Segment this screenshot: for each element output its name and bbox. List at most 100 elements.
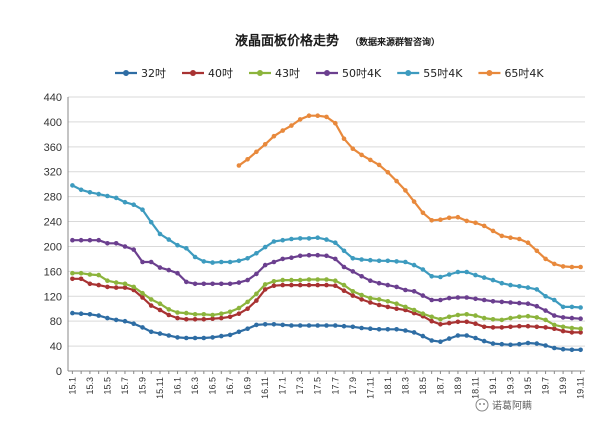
x-tick-label: 16.9 (243, 377, 253, 395)
data-point (525, 240, 531, 245)
data-point (175, 270, 180, 276)
data-point (219, 259, 224, 265)
data-point (438, 322, 443, 327)
data-point (333, 240, 338, 245)
data-point (438, 297, 443, 303)
data-point (403, 287, 408, 293)
data-point (560, 324, 566, 330)
y-tick-label: 440 (44, 92, 62, 104)
data-point (429, 297, 435, 303)
legend-label: 40吋 (208, 67, 233, 80)
data-point (280, 256, 286, 262)
data-point (508, 300, 513, 305)
data-point (184, 279, 189, 285)
data-point (70, 270, 75, 276)
x-tick-label: 15.7 (120, 377, 130, 395)
legend-label: 50吋4K (342, 67, 382, 80)
data-point (455, 214, 461, 220)
series-group (70, 113, 583, 353)
data-point (210, 260, 215, 265)
data-point (341, 288, 347, 294)
data-point (499, 317, 505, 323)
data-point (481, 315, 487, 321)
data-point (446, 320, 452, 326)
y-tick-label: 0 (56, 366, 62, 378)
data-point (376, 280, 382, 286)
data-point (552, 326, 557, 332)
data-point (70, 237, 75, 243)
x-tick-label: 15.9 (137, 377, 147, 395)
data-point (96, 191, 101, 197)
data-point (245, 277, 250, 283)
data-point (280, 322, 286, 328)
data-point (254, 271, 259, 277)
data-point (236, 163, 242, 168)
data-point (122, 199, 128, 205)
wechat-icon-dot-b (483, 403, 485, 405)
series-5 (236, 113, 583, 270)
data-point (333, 120, 338, 126)
x-tick-label: 16.11 (260, 377, 270, 399)
data-point (376, 327, 382, 332)
data-point (385, 258, 391, 264)
gridlines (68, 96, 585, 372)
data-point (394, 327, 399, 332)
data-point (113, 280, 119, 285)
data-point (490, 341, 496, 346)
data-point (534, 287, 540, 292)
data-point (376, 258, 382, 264)
data-point (368, 257, 373, 263)
data-point (148, 219, 154, 225)
x-tick-label: 16.5 (208, 377, 218, 395)
data-point (201, 317, 207, 322)
data-point (236, 329, 242, 335)
x-tick-label: 16.3 (190, 377, 200, 395)
data-point (578, 305, 583, 310)
data-point (350, 255, 356, 261)
data-point (201, 259, 207, 264)
data-point (411, 199, 417, 204)
data-point (385, 282, 391, 288)
legend-item: 50吋4K (316, 67, 382, 80)
data-point (552, 313, 557, 318)
data-point (131, 202, 136, 207)
data-point (306, 113, 312, 118)
data-point (192, 281, 198, 287)
data-point (411, 289, 417, 294)
data-point (262, 287, 268, 292)
data-point (105, 315, 110, 321)
data-point (464, 333, 470, 338)
y-tick-label: 200 (44, 241, 62, 253)
data-point (262, 262, 268, 268)
data-point (289, 255, 294, 260)
data-point (481, 275, 487, 280)
wechat-icon-dot-a (479, 403, 481, 405)
data-point (140, 290, 145, 296)
data-point (113, 241, 119, 246)
x-axis: 15.1 15.3 15.5 15.7 15.9 15.11 16.1 16.3 16.5 16.… (67, 371, 586, 399)
x-tick-label: 17.9 (348, 377, 358, 395)
data-point (324, 253, 329, 259)
data-point (297, 117, 303, 122)
watermark: 诺葛阿瞒 (475, 398, 532, 412)
data-point (254, 322, 259, 328)
data-point (534, 248, 540, 254)
data-point (280, 128, 286, 133)
data-point (96, 282, 101, 288)
data-point (140, 325, 145, 330)
data-point (376, 297, 382, 302)
data-point (271, 279, 277, 284)
data-point (490, 299, 496, 304)
data-point (446, 272, 452, 277)
data-point (543, 325, 548, 330)
data-point (70, 310, 75, 316)
data-point (569, 304, 575, 310)
data-point (262, 244, 268, 250)
data-point (227, 332, 233, 338)
data-point (70, 183, 75, 188)
data-point (481, 223, 487, 229)
data-point (525, 313, 531, 319)
data-point (166, 312, 172, 318)
data-point (455, 333, 461, 338)
x-tick-label: 19.5 (523, 377, 533, 395)
